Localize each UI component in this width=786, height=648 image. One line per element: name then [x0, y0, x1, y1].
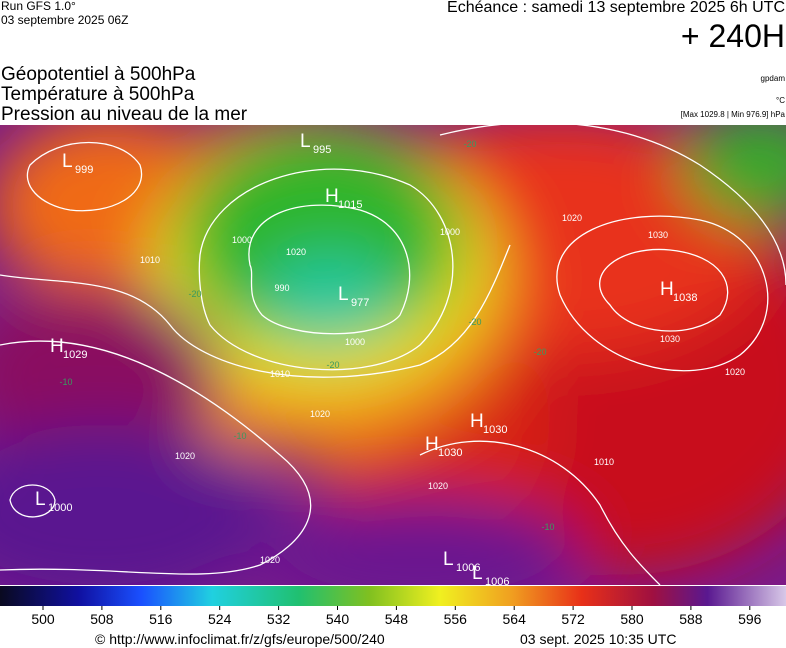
center-value: 1000: [48, 502, 72, 514]
isobar-label: 1020: [286, 247, 306, 257]
colorbar-label: 564: [503, 611, 527, 627]
isobar-label: 1030: [648, 230, 668, 240]
field-shading: [0, 125, 786, 585]
center-letter: H: [660, 279, 674, 300]
isobar-label: 1020: [562, 213, 582, 223]
unit: °C: [776, 96, 785, 105]
colorbar-label: 596: [738, 611, 762, 627]
isobar-label: 1010: [140, 255, 160, 265]
isobar-label: 1000: [232, 235, 252, 245]
colorbar-label: 572: [561, 611, 585, 627]
field-title: Géopotentiel à 500hPa: [1, 64, 196, 85]
colorbar-label: 516: [149, 611, 173, 627]
center-value: 1030: [438, 447, 462, 459]
unit: [Max 1029.8 | Min 976.9] hPa: [680, 110, 785, 119]
field-title: Température à 500hPa: [1, 84, 195, 105]
isobar-label: 1020: [175, 451, 195, 461]
colorbar-label: 500: [31, 611, 55, 627]
isobar-label: 1020: [260, 555, 280, 565]
center-value: 1030: [483, 424, 507, 436]
temperature-label: -10: [233, 431, 246, 441]
valid-time: Echéance : samedi 13 septembre 2025 6h U…: [447, 0, 785, 16]
colorbar-label: 524: [208, 611, 232, 627]
center-letter: H: [50, 336, 64, 357]
center-value: 995: [313, 144, 331, 156]
center-value: 1029: [63, 349, 87, 361]
field-title: Pression au niveau de la mer: [1, 104, 248, 125]
generated: 03 sept. 2025 10:35 UTC: [520, 631, 677, 647]
colorbar: 5005085165245325405485565645725805885966…: [0, 586, 786, 627]
isobar-label: 1020: [428, 481, 448, 491]
temperature-label: -20: [188, 289, 201, 299]
temperature-label: -20: [533, 347, 546, 357]
source: © http://www.infoclimat.fr/z/gfs/europe/…: [95, 631, 385, 647]
temperature-label: -20: [463, 139, 476, 149]
center-value: 1038: [673, 292, 697, 304]
isobar-label: 1020: [725, 367, 745, 377]
run-date: 03 septembre 2025 06Z: [1, 13, 129, 27]
unit: gpdam: [760, 74, 785, 83]
center-letter: L: [338, 284, 349, 305]
center-letter: L: [300, 131, 311, 152]
colorbar-ramp: [0, 586, 786, 606]
isobar-label: 1000: [440, 227, 460, 237]
isobar-label: 1030: [660, 334, 680, 344]
center-value: 1006: [485, 576, 509, 585]
center-value: 1006: [456, 562, 480, 574]
isobar-label: 1000: [345, 337, 365, 347]
run-label: Run GFS 1.0°: [1, 0, 76, 13]
isobar-label: 1010: [270, 369, 290, 379]
colorbar-label: 556: [444, 611, 468, 627]
isobar-label: 1020: [310, 409, 330, 419]
colorbar-label: 548: [385, 611, 409, 627]
center-letter: H: [470, 411, 484, 432]
center-letter: H: [425, 434, 439, 455]
isobars: [0, 125, 786, 585]
center-value: 977: [351, 297, 369, 309]
colorbar-label: 508: [90, 611, 114, 627]
colorbar-label: 540: [326, 611, 350, 627]
colorbar-label: 532: [267, 611, 291, 627]
center-letter: L: [35, 489, 46, 510]
center-value: 1015: [338, 199, 362, 211]
colorbar-label: 580: [620, 611, 644, 627]
center-value: 999: [75, 164, 93, 176]
isobar-label: 990: [274, 283, 289, 293]
center-letter: L: [443, 549, 454, 570]
lead-time: + 240H: [680, 18, 785, 54]
isobar-label: 1010: [594, 457, 614, 467]
colorbar-label: 588: [679, 611, 703, 627]
center-letter: H: [325, 186, 339, 207]
temperature-label: -20: [326, 360, 339, 370]
temperature-label: -20: [468, 317, 481, 327]
center-letter: L: [472, 563, 483, 584]
temperature-label: -10: [541, 522, 554, 532]
center-letter: L: [62, 151, 73, 172]
temperature-label: -10: [59, 377, 72, 387]
